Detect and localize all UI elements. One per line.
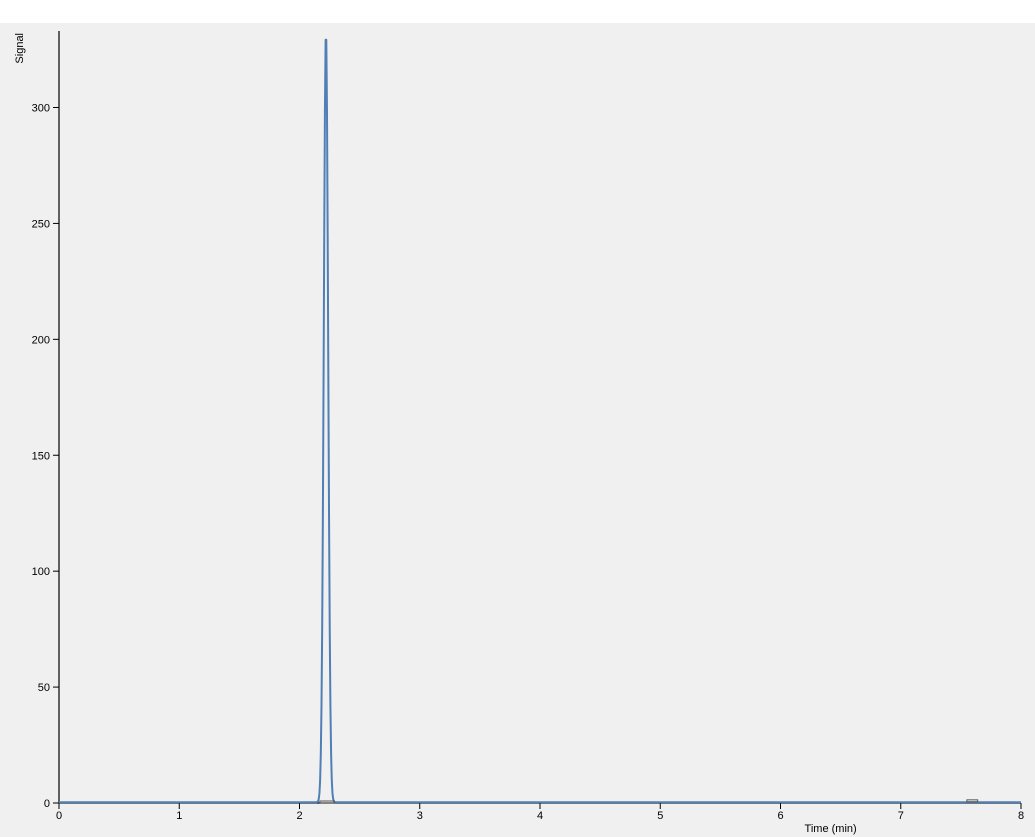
- y-tick-label: 150: [32, 450, 50, 462]
- y-tick-label: 100: [32, 566, 50, 578]
- baseline-marker: [966, 799, 979, 803]
- x-tick-label: 4: [537, 810, 543, 822]
- x-tick-label: 0: [56, 810, 62, 822]
- x-tick-label: 8: [1018, 810, 1024, 822]
- x-tick-label: 1: [176, 810, 182, 822]
- y-tick-label: 0: [44, 798, 50, 810]
- plot-area: 0 50 100 150 200 250 300 0 1 2 3 4 5 6 7 8 Signal Time (m…: [0, 23, 1035, 837]
- x-axis-label: Time (min): [805, 823, 857, 835]
- cropped-title-banner: [0, 0, 1035, 23]
- y-tick-label: 200: [32, 334, 50, 346]
- x-tick-label: 3: [417, 810, 423, 822]
- baseline-marker: [319, 800, 335, 804]
- chromatogram-chart: 0 50 100 150 200 250 300 0 1 2 3 4 5 6 7 8 Signal Time (m…: [14, 31, 1024, 835]
- x-tick-label: 6: [777, 810, 783, 822]
- y-tick-label: 50: [38, 682, 50, 694]
- x-tick-label: 5: [657, 810, 663, 822]
- signal-trace: [58, 38, 1022, 804]
- y-axis-label: Signal: [14, 33, 26, 64]
- y-tick-label: 300: [32, 103, 50, 115]
- y-tick-label: 250: [32, 218, 50, 230]
- x-tick-label: 7: [898, 810, 904, 822]
- x-tick-label: 2: [296, 810, 302, 822]
